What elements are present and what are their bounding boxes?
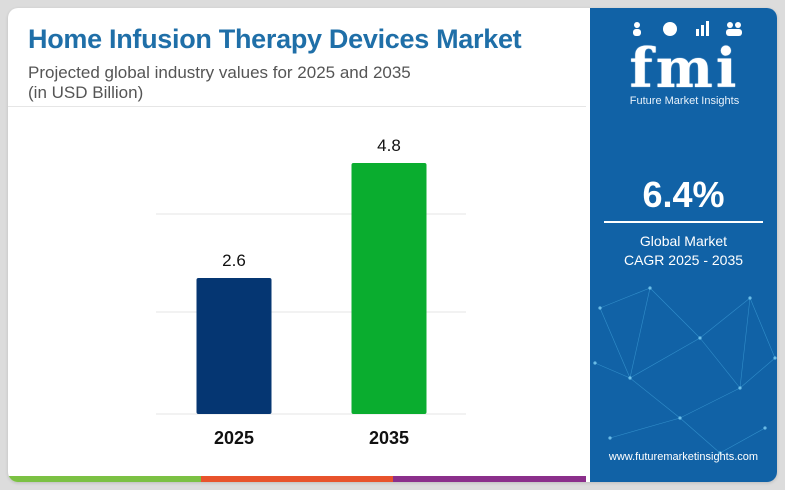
cagr-label-line-2: CAGR 2025 - 2035 [623, 252, 744, 268]
bar-chart: 2.6 2025 4.8 2035 [8, 108, 586, 468]
chart-subtitle: Projected global industry values for 202… [28, 63, 548, 103]
category-label-2025: 2025 [214, 428, 254, 448]
brand-panel: fmi Future Market Insights 6.4% Global M… [590, 8, 777, 482]
fmi-wordmark: fmi [629, 36, 740, 100]
footer-color-stripe [8, 476, 587, 482]
footer-stripe-purple [393, 476, 587, 482]
infographic-card: Home Infusion Therapy Devices Market Pro… [8, 8, 777, 482]
cagr-label-line-1: Global Market [639, 233, 728, 249]
chart-title: Home Infusion Therapy Devices Market [28, 24, 522, 54]
category-label-2035: 2035 [369, 428, 409, 448]
footer-stripe-orange [200, 476, 394, 482]
subtitle-line-1: Projected global industry values for 202… [28, 63, 411, 82]
bar-2025 [196, 278, 272, 414]
value-label-2035: 4.8 [377, 136, 401, 155]
people-icon [726, 22, 742, 36]
bar-chart-svg: 2.6 2025 4.8 2035 [156, 136, 466, 448]
subtitle-line-2: (in USD Billion) [28, 83, 144, 102]
fmi-logo: fmi Future Market Insights [612, 18, 757, 107]
footer-stripe-green [8, 476, 201, 482]
logo-icon-row [633, 21, 742, 36]
header-divider [8, 106, 586, 107]
chart-icon [696, 21, 709, 36]
value-label-2025: 2.6 [222, 251, 246, 270]
network-decoration [593, 286, 777, 455]
logo-tagline: Future Market Insights [629, 95, 740, 107]
cagr-value: 6.4% [642, 174, 725, 215]
cagr-label: Global Market CAGR 2025 - 2035 [590, 232, 777, 270]
person-icon [633, 22, 641, 36]
cagr-divider [604, 221, 763, 223]
bar-2035 [351, 163, 427, 414]
globe-icon [663, 22, 677, 36]
website-url: www.futuremarketinsights.com [608, 451, 759, 463]
